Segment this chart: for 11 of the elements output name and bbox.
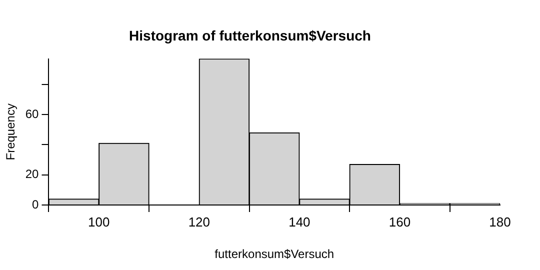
y-tick-label: 60 [25,106,40,121]
y-tick-label: 0 [32,197,40,212]
y-axis-title: Frequency [4,104,18,160]
x-tick-label: 180 [489,214,511,230]
x-tick-label: 120 [188,214,210,230]
y-tick-label: 20 [25,167,40,182]
x-axis-title: futterkonsum$Versuch [214,247,334,262]
x-tick-label: 100 [88,214,110,230]
x-tick-label: 160 [388,214,411,230]
chart-title: Histogram of futterkonsum$Versuch [129,27,371,44]
x-tick-label: 140 [288,214,310,230]
